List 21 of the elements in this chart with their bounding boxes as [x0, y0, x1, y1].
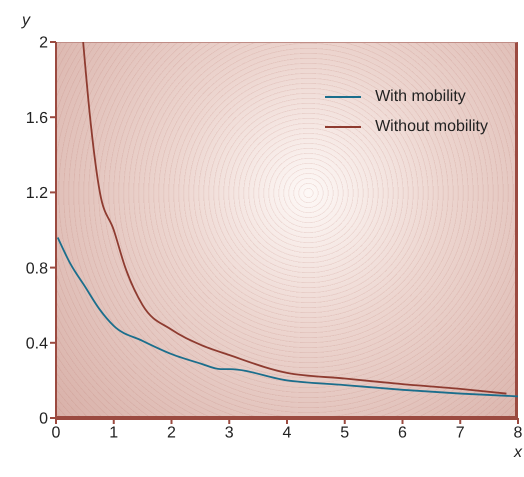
x-tick-label: 5	[340, 424, 350, 442]
y-tick-label: 0	[39, 410, 48, 428]
y-axis-title: y	[22, 12, 30, 30]
y-tick-label: 0.8	[26, 260, 48, 278]
x-tick-label: 0	[52, 424, 61, 442]
x-tick-label: 3	[224, 424, 234, 442]
legend-label: Without mobility	[375, 117, 488, 137]
x-tick-label: 6	[398, 424, 408, 442]
x-axis-title: x	[514, 444, 522, 462]
x-tick-label: 8	[514, 424, 523, 442]
x-tick-label: 1	[109, 424, 118, 442]
x-tick-label: 2	[167, 424, 176, 442]
y-tick-label: 2	[39, 34, 48, 52]
y-tick-label: 1.2	[26, 185, 48, 202]
x-tick-label: 4	[282, 424, 292, 442]
line-series	[82, 42, 508, 394]
line-series	[56, 236, 518, 398]
y-tick-label: 1.6	[26, 110, 48, 127]
legend-label: With mobility	[375, 87, 466, 107]
x-tick-label: 7	[456, 424, 465, 442]
y-tick-label: 0.4	[26, 335, 48, 352]
